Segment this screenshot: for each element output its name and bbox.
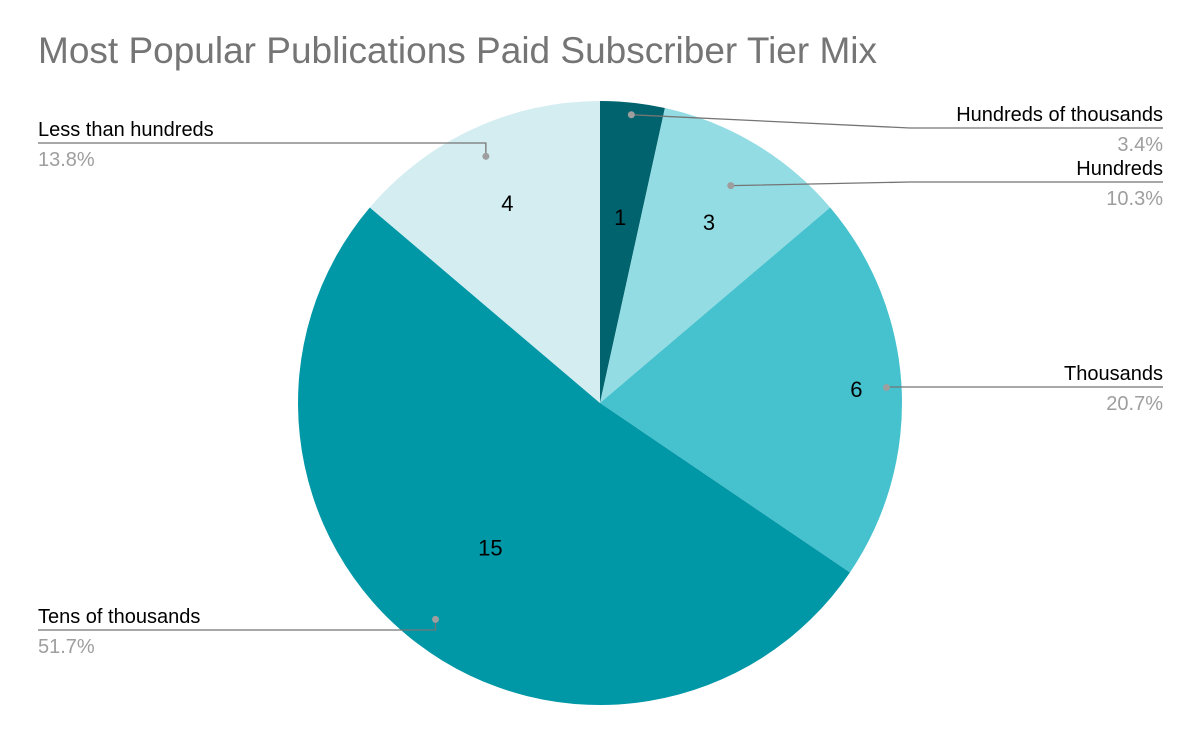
- leader-dot: [727, 182, 735, 190]
- slice-value-label: 4: [501, 191, 513, 216]
- legend-label: Less than hundreds: [38, 119, 214, 141]
- pie-slice-thousands: [600, 207, 903, 573]
- slice-value-label: 1: [614, 205, 626, 230]
- slice-value-label: 15: [478, 535, 502, 560]
- legend-label: Hundreds of thousands: [956, 104, 1163, 126]
- legend-percent: 51.7%: [38, 636, 95, 658]
- legend-label: Thousands: [1064, 363, 1163, 385]
- legend-percent: 3.4%: [1117, 134, 1163, 156]
- leader-line: [38, 142, 487, 157]
- pie-slice-hundreds: [600, 108, 831, 403]
- leader-dot: [482, 152, 490, 160]
- pie-slice-less-than-hundreds: [369, 101, 600, 403]
- pie-callouts: 1 Hundreds of thousands 3.4% 3 Hundreds 10.3%…: [38, 104, 1163, 658]
- leader-line: [631, 114, 1163, 129]
- legend-percent: 20.7%: [1106, 393, 1163, 415]
- leader-dot: [432, 615, 440, 623]
- leader-line: [38, 619, 437, 631]
- legend-percent: 10.3%: [1106, 188, 1163, 210]
- legend-label: Hundreds: [1076, 158, 1163, 180]
- pie-slice-tens-of-thousands: [298, 207, 850, 705]
- pie-slices: [298, 101, 903, 705]
- leader-dot: [882, 383, 890, 391]
- slice-value-label: 3: [703, 210, 715, 235]
- leader-dot: [627, 111, 635, 119]
- leader-line: [730, 181, 1163, 187]
- chart-title: Most Popular Publications Paid Subscribe…: [38, 30, 878, 71]
- pie-slice-hundreds-of-thousands: [600, 101, 665, 403]
- legend-label: Tens of thousands: [38, 606, 200, 628]
- legend-percent: 13.8%: [38, 149, 95, 171]
- slice-value-label: 6: [850, 377, 862, 402]
